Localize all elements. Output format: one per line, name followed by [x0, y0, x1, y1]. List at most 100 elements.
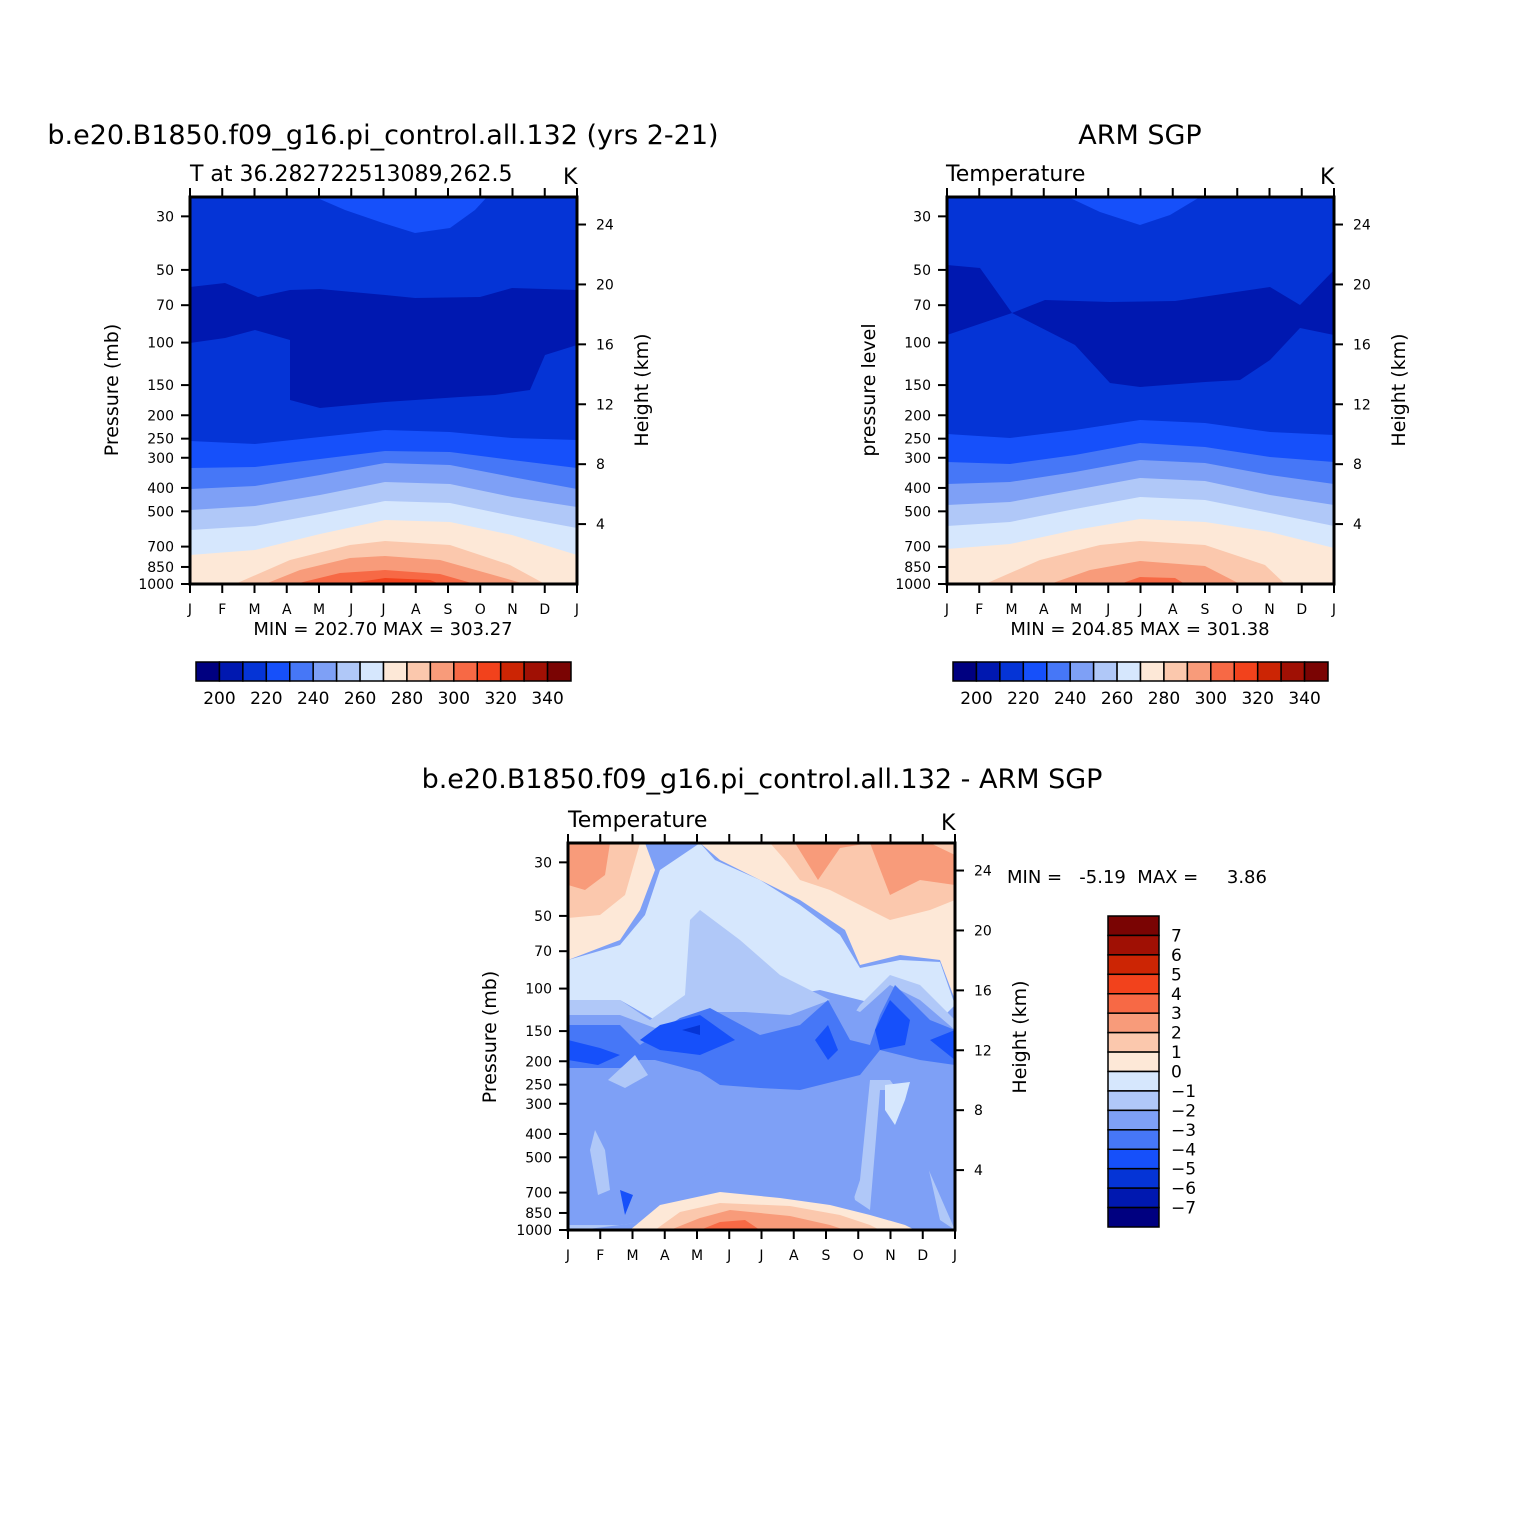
colorbar-label: 240: [1054, 689, 1086, 709]
x-tick-label: A: [789, 1248, 799, 1264]
y-right-tick-label: 24: [974, 864, 992, 880]
x-tick-label: D: [1296, 602, 1307, 618]
colorbar-swatch: [1107, 1031, 1160, 1053]
colorbar-label: 7: [1171, 926, 1182, 946]
x-tick-label: N: [1264, 602, 1274, 618]
y-tick-label: 300: [147, 451, 174, 467]
panel-model: b.e20.B1850.f09_g16.pi_control.all.132 (…: [47, 120, 718, 709]
y-tick-label: 300: [525, 1097, 552, 1113]
colorbar-swatch: [1046, 661, 1071, 682]
colorbar-swatch: [1069, 661, 1095, 682]
y-right-tick-label: 16: [974, 983, 992, 999]
colorbar-swatch: [1092, 661, 1118, 682]
colorbar-swatch: [1139, 661, 1165, 682]
colorbar-label: 200: [960, 689, 992, 709]
colorbar-swatch: [1107, 1070, 1160, 1092]
colorbar-label: 280: [391, 689, 423, 709]
y-right-tick-label: 12: [1353, 397, 1371, 413]
y-tick-label: 1000: [138, 577, 174, 593]
panel-diff-left-label: Temperature: [567, 808, 707, 833]
x-tick-label: O: [1232, 602, 1243, 618]
y-tick-label: 850: [525, 1206, 552, 1222]
panel-model-colorbar: 200 220 240 260 280 300 320 340: [195, 661, 572, 709]
y-right-tick-label: 4: [596, 517, 605, 533]
x-tick-label: J: [187, 602, 192, 618]
x-tick-label: J: [952, 1248, 957, 1264]
x-tick-label: D: [917, 1248, 928, 1264]
colorbar-swatch: [1233, 661, 1259, 682]
y-tick-label: 500: [904, 504, 931, 520]
y-tick-label: 1000: [895, 577, 931, 593]
y-tick-label: 500: [525, 1150, 552, 1166]
colorbar-label: 320: [484, 689, 516, 709]
y-tick-label: 250: [147, 432, 174, 448]
colorbar-label: −1: [1171, 1082, 1196, 1102]
x-tick-label: F: [596, 1248, 604, 1264]
x-tick-label: F: [975, 602, 983, 618]
panel-model-minmax: MIN = 202.70 MAX = 303.27: [253, 619, 512, 640]
panel-model-ylabel-right: Height (km): [631, 333, 653, 446]
y-tick-label: 250: [525, 1078, 552, 1094]
panel-diff-ylabel-right: Height (km): [1009, 980, 1031, 1093]
colorbar-swatch: [476, 661, 502, 682]
colorbar-swatch: [218, 661, 244, 682]
x-tick-label: O: [475, 602, 486, 618]
colorbar-swatch: [1116, 661, 1142, 682]
x-tick-label: J: [1331, 602, 1336, 618]
y-right-tick-label: 20: [596, 277, 614, 293]
x-tick-label: A: [1168, 602, 1178, 618]
colorbar-swatch: [1107, 1167, 1160, 1189]
x-tick-label: J: [758, 1248, 763, 1264]
y-right-tick-label: 24: [1353, 218, 1371, 234]
colorbar-label: 3: [1171, 1004, 1182, 1024]
y-tick-label: 30: [534, 855, 552, 871]
colorbar-swatch: [1107, 1187, 1160, 1209]
colorbar-swatch: [1107, 1129, 1160, 1150]
x-tick-label: F: [218, 602, 226, 618]
x-tick-label: S: [822, 1248, 831, 1264]
colorbar-label: −2: [1171, 1101, 1196, 1121]
y-tick-label: 150: [147, 378, 174, 394]
colorbar-swatch: [1107, 1148, 1160, 1170]
panel-model-ylabel: Pressure (mb): [101, 324, 123, 457]
x-tick-label: A: [1039, 602, 1049, 618]
y-tick-label: 30: [156, 209, 174, 225]
colorbar-swatch: [289, 661, 314, 682]
colorbar-swatch: [382, 661, 408, 682]
panel-model-title: b.e20.B1850.f09_g16.pi_control.all.132 (…: [47, 120, 718, 151]
x-tick-label: N: [885, 1248, 895, 1264]
colorbar-swatch: [1163, 661, 1189, 682]
colorbar-swatch: [195, 661, 221, 682]
panel-diff-ylabel: Pressure (mb): [479, 971, 501, 1104]
y-tick-label: 70: [913, 298, 931, 314]
colorbar-swatch: [1186, 661, 1212, 682]
colorbar-swatch: [242, 661, 268, 682]
panel-obs-colorbar: 200 220 240 260 280 300 320 340: [952, 661, 1329, 709]
y-tick-label: 250: [904, 432, 931, 448]
colorbar-label: 340: [531, 689, 563, 709]
y-right-tick-label: 24: [596, 218, 614, 234]
y-right-tick-label: 4: [1353, 517, 1362, 533]
panel-diff-field: [568, 843, 955, 1230]
panel-model-left-label: T at 36.282722513089,262.5: [189, 162, 512, 187]
y-tick-label: 700: [147, 540, 174, 556]
colorbar-swatch: [359, 661, 385, 682]
panel-obs-units: K: [1320, 165, 1335, 190]
colorbar-swatch: [1107, 973, 1160, 995]
y-tick-label: 1000: [516, 1223, 552, 1239]
colorbar-swatch: [523, 661, 549, 682]
colorbar-swatch: [312, 661, 338, 682]
colorbar-label: 300: [1195, 689, 1227, 709]
colorbar-swatch: [406, 661, 432, 682]
y-right-tick-label: 20: [1353, 277, 1371, 293]
colorbar-label: 0: [1171, 1063, 1182, 1083]
y-tick-label: 100: [147, 336, 174, 352]
x-tick-label: M: [248, 602, 260, 618]
y-tick-label: 50: [913, 263, 931, 279]
colorbar-label: −7: [1171, 1199, 1196, 1219]
colorbar-label: 340: [1288, 689, 1320, 709]
colorbar-swatch: [1256, 661, 1282, 682]
